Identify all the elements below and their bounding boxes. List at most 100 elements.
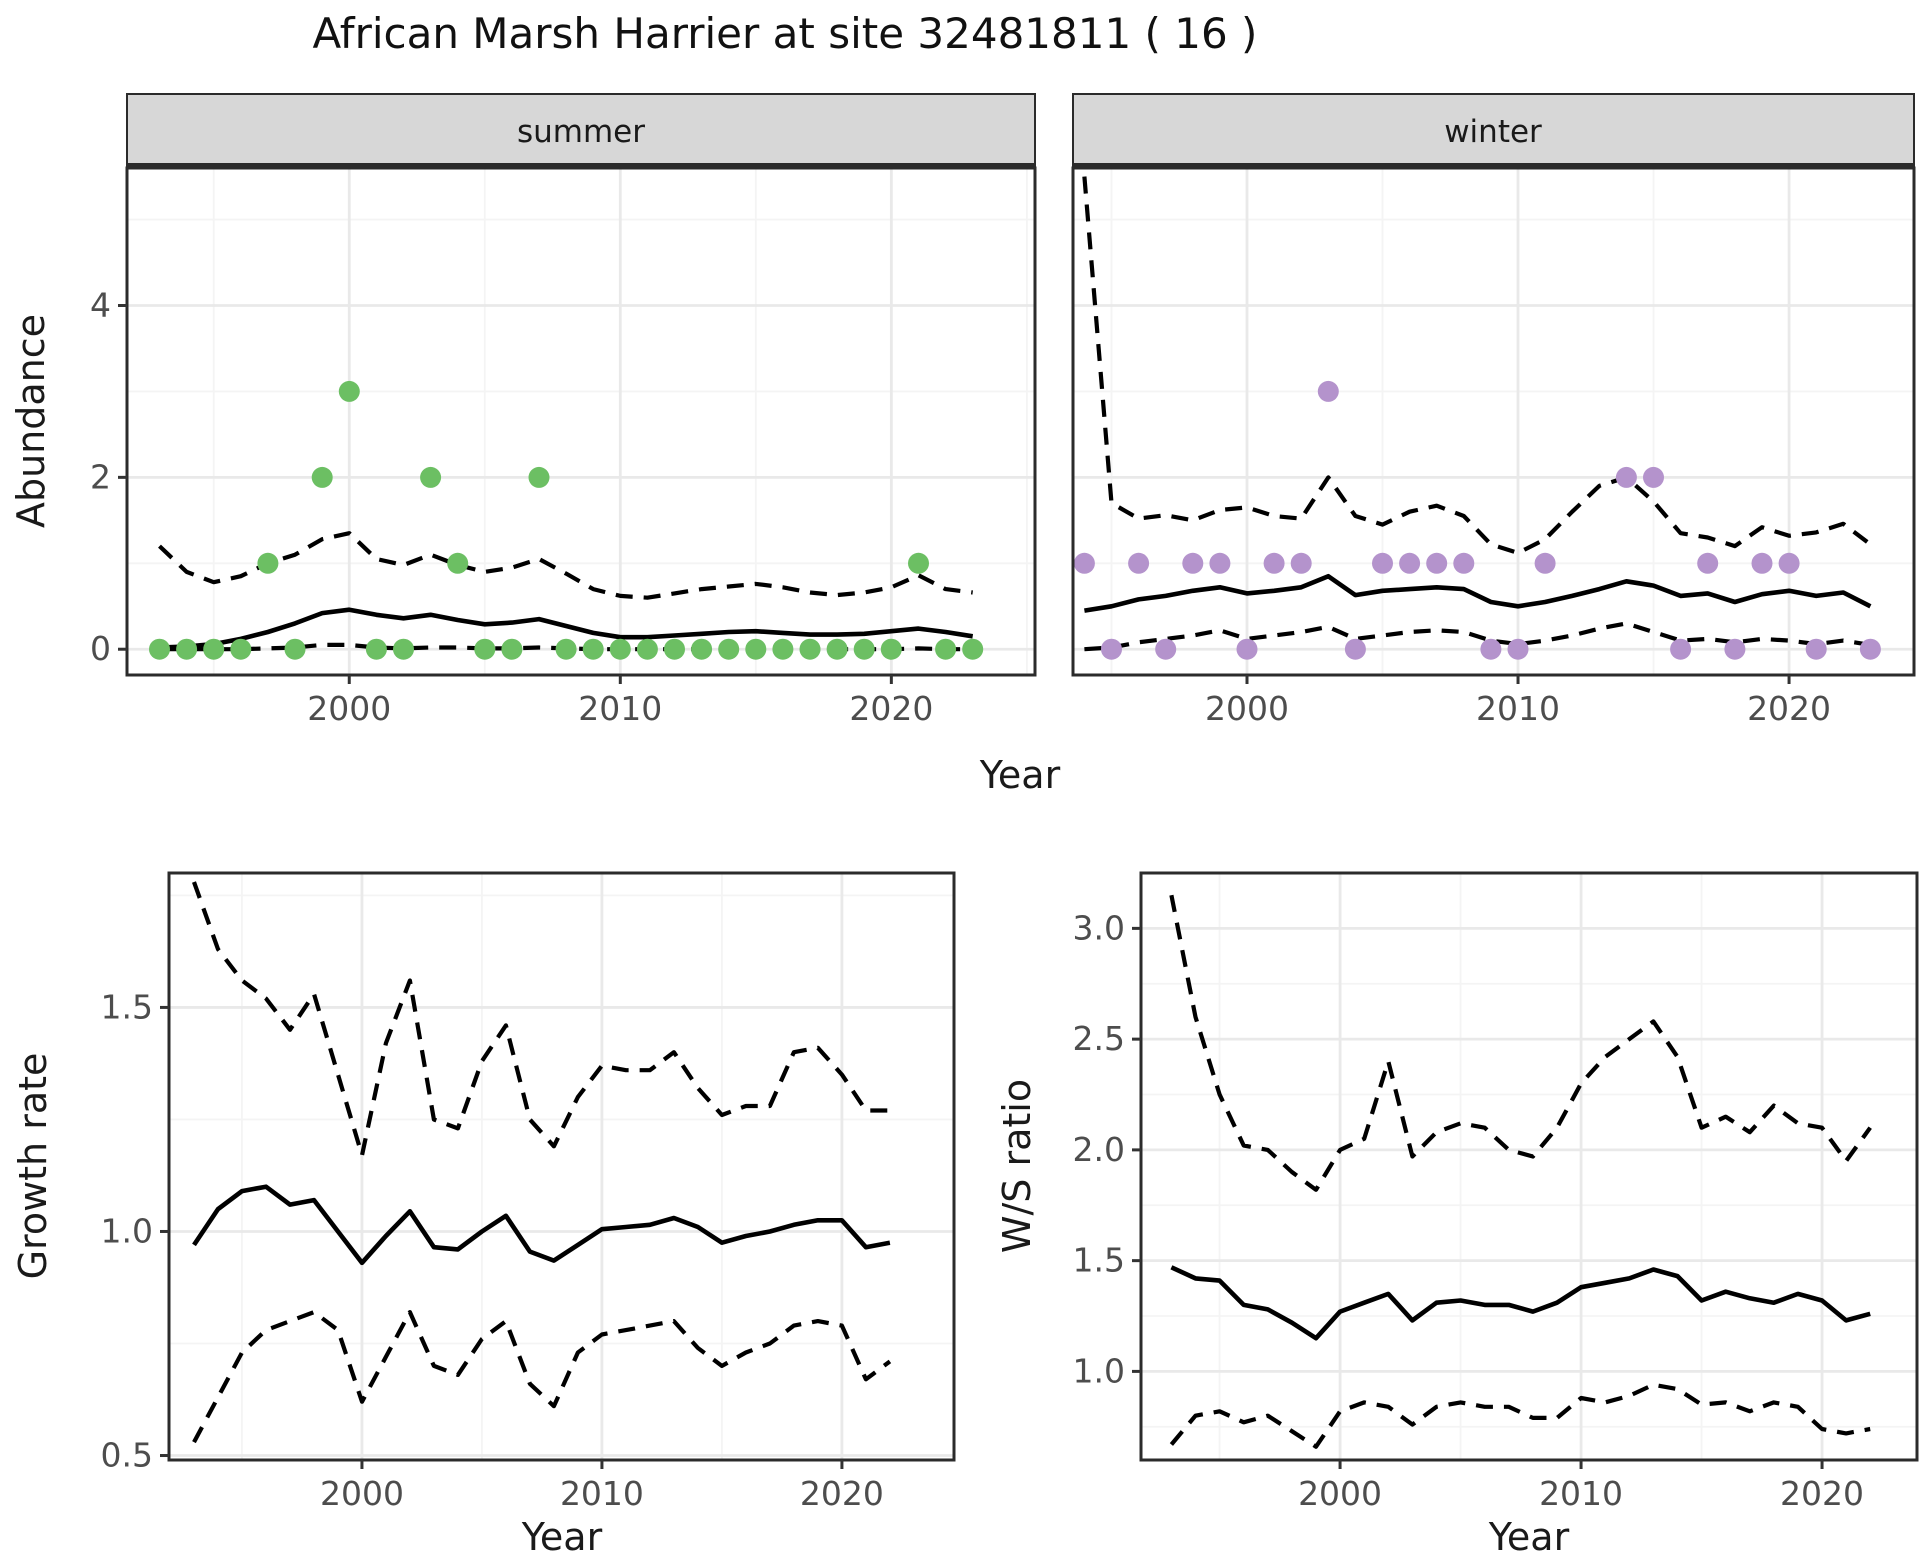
data-point (365, 638, 387, 660)
x-tick-label: 2020 (1747, 689, 1831, 728)
data-point (636, 638, 658, 660)
data-point (1480, 638, 1502, 660)
y-tick-label: 3.0 (1073, 908, 1125, 947)
data-point (284, 638, 306, 660)
y-tick-label: 1.5 (101, 987, 153, 1026)
fit-line (192, 1184, 891, 1266)
data-point (1751, 552, 1773, 574)
data-point (528, 466, 550, 488)
fit-line (159, 607, 974, 650)
abundance-axis-title: Abundance (9, 314, 53, 528)
ws-year-axis-title: Year (1488, 1515, 1570, 1559)
data-point (1670, 638, 1692, 660)
panel-abundance_winter: 2000 2010 2020 (1071, 166, 1916, 728)
data-point (799, 638, 821, 660)
data-point (1155, 638, 1177, 660)
data-point (880, 638, 902, 660)
data-point (230, 638, 252, 660)
facet-strip-winter-label: winter (1444, 114, 1542, 150)
panel-abundance_summer: 2000 2010 2020 0 2 4 (90, 166, 1037, 728)
data-point (935, 638, 957, 660)
data-point (203, 638, 225, 660)
ci-line-upper_ci (158, 531, 973, 600)
fit-line (1170, 1265, 1871, 1341)
facet-strip-summer: summer (126, 93, 1036, 169)
data-point (853, 638, 875, 660)
facet-strip-summer-label: summer (517, 114, 645, 150)
panel-border (167, 871, 956, 1462)
y-tick-label: 1.0 (101, 1211, 153, 1250)
facet-strip-winter-underline (1073, 163, 1914, 169)
ci-line-lower_ci (192, 1310, 892, 1444)
data-point (149, 638, 170, 660)
data-point (1263, 552, 1285, 574)
ci-line-upper_ci (1082, 176, 1872, 556)
growth-year-axis-title: Year (521, 1515, 603, 1559)
x-tick-label: 2010 (1476, 689, 1560, 728)
data-point (1859, 638, 1881, 660)
data-point (393, 638, 414, 660)
data-point (1317, 380, 1339, 402)
fit-line (1084, 573, 1872, 613)
panel-growth_rate: 2000 2010 2020 0.5 1.0 1.5 (101, 871, 956, 1513)
y-tick-label: 4 (90, 285, 111, 324)
data-point (1778, 552, 1800, 574)
y-tick-label: 2.5 (1073, 1019, 1125, 1058)
top-year-axis-title: Year (979, 753, 1061, 797)
y-tick-label: 2 (90, 457, 111, 496)
panel-border (1139, 871, 1919, 1462)
data-point (420, 466, 442, 488)
data-point (745, 638, 767, 660)
data-point (718, 638, 740, 660)
x-tick-label: 2020 (800, 1474, 884, 1513)
growth-rate-axis-title: Growth rate (11, 1053, 55, 1280)
panel-bg (169, 873, 954, 1460)
x-tick-label: 2000 (307, 689, 391, 728)
data-point (664, 638, 685, 660)
x-tick-label: 2020 (849, 689, 933, 728)
data-point (1182, 552, 1204, 574)
y-tick-label: 2.0 (1073, 1130, 1125, 1169)
data-point (176, 638, 198, 660)
data-point (582, 638, 604, 660)
y-tick-label: 1.5 (1073, 1241, 1125, 1280)
facet-strip-winter-box (1072, 93, 1915, 169)
chart-title: African Marsh Harrier at site 32481811 (… (313, 9, 1258, 58)
x-tick-label: 2010 (1539, 1474, 1623, 1513)
data-point (1399, 552, 1421, 574)
x-tick-label: 2000 (1298, 1474, 1382, 1513)
data-point (1372, 552, 1393, 574)
data-point (257, 552, 279, 574)
data-point (1805, 638, 1827, 660)
data-point (555, 638, 577, 660)
data-point (962, 638, 984, 660)
data-point (447, 552, 469, 574)
y-tick-label: 0 (90, 629, 111, 668)
facet-strip-summer-box (126, 93, 1036, 169)
data-point (1507, 638, 1529, 660)
data-point (772, 638, 794, 660)
data-point (1615, 466, 1637, 488)
panel-ws_ratio: 2000 2010 2020 1.0 1.5 2.0 2.5 3.0 (1073, 871, 1919, 1513)
data-point (1128, 552, 1150, 574)
facet-strip-winter: winter (1072, 93, 1915, 169)
ws-ratio-axis-title: W/S ratio (995, 1079, 1039, 1253)
data-point (1534, 552, 1556, 574)
data-point (1453, 552, 1475, 574)
y-tick-label: 1.0 (1073, 1351, 1125, 1390)
data-point (1426, 552, 1448, 574)
y-tick-label: 0.5 (101, 1436, 153, 1475)
data-point (338, 380, 360, 402)
data-point (1697, 552, 1719, 574)
ci-line-upper_ci (192, 881, 890, 1158)
data-point (501, 638, 523, 660)
data-point (474, 638, 496, 660)
data-point (1344, 638, 1366, 660)
data-point (609, 638, 631, 660)
data-point (1101, 638, 1122, 660)
data-point (826, 638, 848, 660)
data-point (1724, 638, 1746, 660)
x-tick-label: 2000 (1205, 689, 1289, 728)
